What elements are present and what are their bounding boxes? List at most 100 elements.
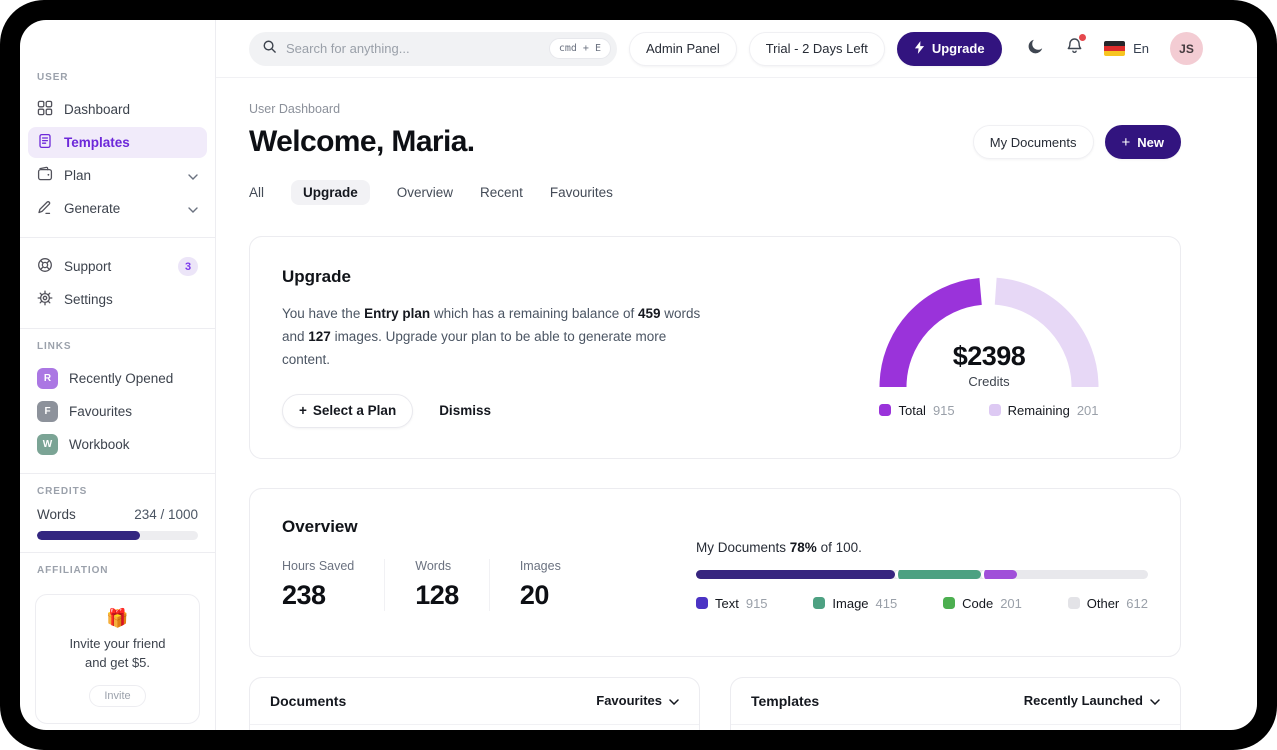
stat-images: Images 20 xyxy=(519,558,561,610)
notifications-button[interactable] xyxy=(1066,34,1087,60)
bolt-icon xyxy=(914,40,925,57)
affiliation-line1: Invite your friend xyxy=(69,636,166,651)
upgrade-button[interactable]: Upgrade xyxy=(896,31,1002,66)
search-bar[interactable]: cmd + E xyxy=(249,31,617,66)
bell-icon xyxy=(1066,37,1083,60)
upgrade-card-title: Upgrade xyxy=(282,267,351,286)
admin-panel-button[interactable]: Admin Panel xyxy=(629,31,737,66)
pencil-icon xyxy=(37,199,53,218)
notification-dot xyxy=(1079,34,1087,41)
tab-overview[interactable]: Overview xyxy=(396,185,454,200)
invite-button[interactable]: Invite xyxy=(89,684,146,707)
tab-recent[interactable]: Recent xyxy=(480,185,523,200)
grid-icon xyxy=(37,100,53,119)
user-avatar[interactable]: JS xyxy=(1170,32,1203,65)
stats-row: Hours Saved 238 Words 128 Images 20 xyxy=(282,558,621,611)
document-icon xyxy=(37,133,53,152)
template-row[interactable]: Blog Post Title in Workbook xyxy=(731,725,1180,730)
tab-all[interactable]: All xyxy=(249,185,265,200)
chevron-down-icon xyxy=(188,168,198,183)
sidebar-link-favourites[interactable]: F Favourites xyxy=(28,396,207,427)
legend-item-image: Image 415 xyxy=(813,596,897,611)
overview-card: Overview Hours Saved 238 Words 128 Image… xyxy=(249,487,1181,657)
gauge-segment-remaining xyxy=(994,277,1099,388)
sidebar-item-label: Settings xyxy=(64,292,113,307)
language-selector[interactable] xyxy=(1104,41,1126,56)
progress-caption: My Documents 78% of 100. xyxy=(696,539,862,555)
stat-hours-saved: Hours Saved 238 xyxy=(282,558,386,611)
gauge-chart xyxy=(879,277,1099,388)
credits-progress-fill xyxy=(37,531,141,540)
sidebar-item-settings[interactable]: Settings xyxy=(28,284,207,315)
my-documents-button[interactable]: My Documents xyxy=(972,125,1094,159)
select-plan-label: Select a Plan xyxy=(312,403,397,419)
document-row[interactable]: Untitled Document in Workbook xyxy=(250,725,699,730)
select-plan-button[interactable]: + Select a Plan xyxy=(282,393,414,428)
overview-card-title: Overview xyxy=(282,516,358,536)
sidebar-item-dashboard[interactable]: Dashboard xyxy=(28,94,207,125)
credits-progressbar xyxy=(37,531,198,540)
overview-card-left: Overview Hours Saved 238 Words 128 Image… xyxy=(282,517,621,628)
documents-filter-dropdown[interactable]: Favourites xyxy=(596,693,679,708)
search-icon xyxy=(262,39,277,59)
search-shortcut: cmd + E xyxy=(548,38,611,59)
bar-segment-text xyxy=(696,569,895,579)
legend-item-other: Other 612 xyxy=(1067,596,1148,611)
link-label: Workbook xyxy=(69,437,130,452)
plus-icon: + xyxy=(299,403,307,419)
dark-mode-toggle[interactable] xyxy=(1027,37,1045,60)
plus-icon: + xyxy=(1121,133,1131,151)
affiliation-card: 🎁 Invite your friend and get $5. Invite xyxy=(35,594,200,724)
sidebar-item-support[interactable]: Support 3 xyxy=(28,251,207,282)
affiliation-text: Invite your friend and get $5. xyxy=(46,635,189,673)
sidebar-item-templates[interactable]: Templates xyxy=(28,127,207,158)
sidebar-item-label: Dashboard xyxy=(64,102,131,117)
content: User Dashboard Welcome, Maria. My Docume… xyxy=(216,78,1257,730)
dismiss-button[interactable]: Dismiss xyxy=(439,403,491,419)
section-label-user: USER xyxy=(37,72,69,83)
new-button[interactable]: + New xyxy=(1104,125,1181,159)
legend-swatch xyxy=(696,597,708,610)
stat-words: Words 128 xyxy=(415,558,490,611)
divider xyxy=(20,237,215,238)
page-title: Welcome, Maria. xyxy=(249,125,475,158)
wallet-icon xyxy=(37,166,53,185)
topbar-icons: En JS xyxy=(1027,32,1203,65)
legend-item-code: Code 201 xyxy=(943,596,1022,611)
sidebar-item-generate[interactable]: Generate xyxy=(28,193,207,224)
main-area: cmd + E Admin Panel Trial - 2 Days Left … xyxy=(216,20,1257,730)
stacked-bar-chart xyxy=(696,569,1148,579)
link-label: Recently Opened xyxy=(69,371,174,386)
sidebar-link-recently-opened[interactable]: R Recently Opened xyxy=(28,363,207,394)
templates-filter-dropdown[interactable]: Recently Launched xyxy=(1024,693,1160,708)
gear-icon xyxy=(37,290,53,309)
trial-status-button[interactable]: Trial - 2 Days Left xyxy=(748,31,885,66)
documents-card-title: Documents xyxy=(270,692,347,709)
bar-segment-image xyxy=(894,569,981,579)
sidebar-link-workbook[interactable]: W Workbook xyxy=(28,429,207,460)
sidebar-item-plan[interactable]: Plan xyxy=(28,160,207,191)
legend-swatch xyxy=(943,597,956,610)
link-avatar: F xyxy=(37,401,58,422)
search-input[interactable] xyxy=(286,41,540,56)
section-label-links: LINKS xyxy=(37,341,72,352)
legend-swatch xyxy=(1067,597,1080,610)
credits-row: Words 234 / 1000 xyxy=(20,507,215,522)
affiliation-line2: and get $5. xyxy=(84,654,151,670)
link-avatar: W xyxy=(37,434,58,455)
legend-item-text: Text 915 xyxy=(696,596,768,611)
sidebar-item-label: Templates xyxy=(64,135,130,150)
bar-segment-code xyxy=(980,569,1017,579)
tab-favourites[interactable]: Favourites xyxy=(549,185,613,200)
german-flag-icon xyxy=(1104,41,1126,56)
link-avatar: R xyxy=(37,368,58,389)
chevron-down-icon xyxy=(669,693,679,708)
tab-upgrade[interactable]: Upgrade xyxy=(291,180,370,205)
gauge-legend: Total 915 Remaining 201 xyxy=(870,403,1108,418)
sidebar-item-label: Generate xyxy=(64,201,121,216)
upgrade-card-text: You have the Entry plan which has a rema… xyxy=(282,306,701,367)
sidebar-item-label: Plan xyxy=(64,168,92,183)
documents-progress: My Documents 78% of 100. Text 915 xyxy=(696,540,1148,628)
templates-card: Templates Recently Launched Blog Post Ti… xyxy=(730,676,1181,730)
credits-label: Words xyxy=(37,507,76,522)
